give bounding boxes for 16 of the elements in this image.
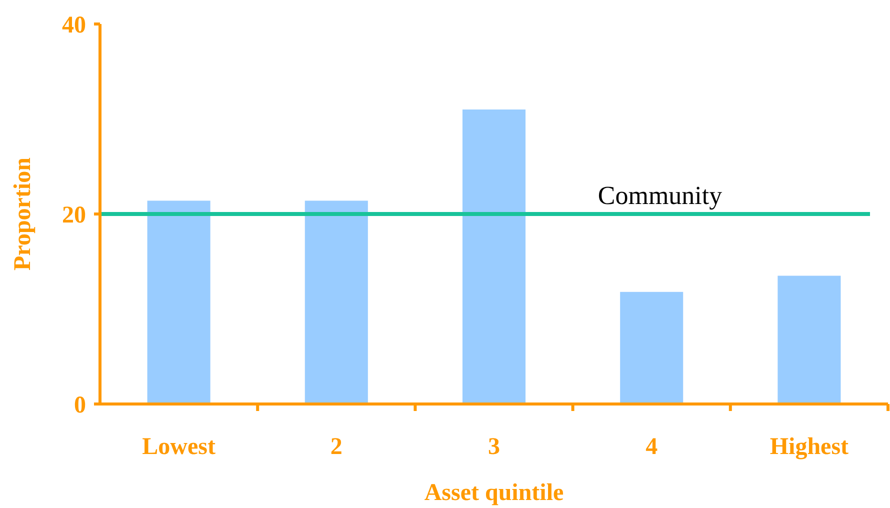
bar xyxy=(147,200,210,404)
bar xyxy=(304,200,368,404)
x-tick-label: 2 xyxy=(330,434,342,460)
x-tick-label: 3 xyxy=(488,434,500,460)
bar xyxy=(462,110,526,404)
y-axis-title: Proportion xyxy=(10,158,36,270)
y-tick-label: 0 xyxy=(74,392,86,418)
y-tick-label: 20 xyxy=(62,202,86,228)
bar xyxy=(778,276,841,404)
y-tick-label: 40 xyxy=(62,12,86,38)
x-axis-title: Asset quintile xyxy=(424,480,564,506)
x-tick-label: 4 xyxy=(646,434,658,460)
bar xyxy=(620,292,684,404)
ref-line-label: Community xyxy=(598,181,722,210)
x-tick-label: Lowest xyxy=(142,434,216,460)
x-tick-label: Highest xyxy=(770,434,849,460)
